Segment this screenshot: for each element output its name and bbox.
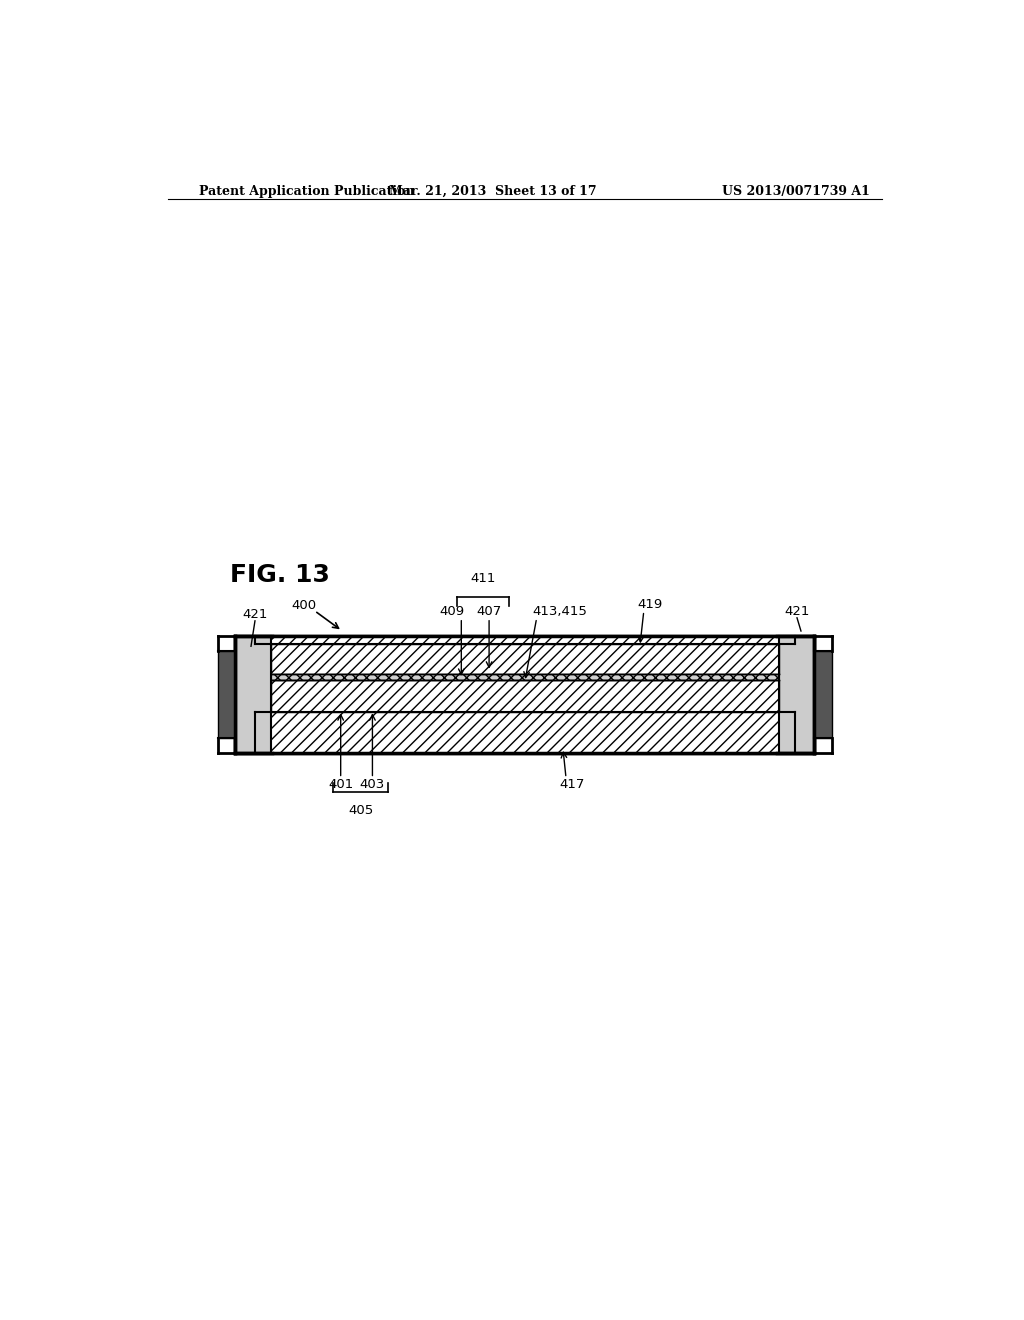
Bar [236, 636, 270, 752]
Text: 411: 411 [470, 573, 496, 585]
Text: US 2013/0071739 A1: US 2013/0071739 A1 [722, 185, 870, 198]
Text: 403: 403 [359, 779, 385, 792]
Bar [270, 713, 778, 752]
Text: 401: 401 [328, 779, 353, 792]
Text: 400: 400 [292, 599, 316, 611]
Bar [236, 636, 814, 752]
Bar [270, 636, 778, 644]
Text: Patent Application Publication: Patent Application Publication [200, 185, 415, 198]
Text: 405: 405 [348, 804, 373, 817]
Bar [270, 680, 778, 713]
Text: 407: 407 [476, 605, 502, 618]
Text: 409: 409 [439, 605, 464, 618]
Bar [270, 673, 778, 680]
Bar [270, 644, 778, 673]
Text: Mar. 21, 2013  Sheet 13 of 17: Mar. 21, 2013 Sheet 13 of 17 [389, 185, 597, 198]
Text: FIG. 13: FIG. 13 [229, 564, 330, 587]
Bar [778, 636, 814, 752]
Text: 417: 417 [560, 779, 585, 792]
Text: 421: 421 [784, 605, 810, 618]
Text: 419: 419 [638, 598, 663, 611]
Bar [814, 651, 831, 738]
Text: 421: 421 [243, 609, 267, 620]
Bar [218, 651, 236, 738]
Text: 413,415: 413,415 [532, 605, 588, 618]
